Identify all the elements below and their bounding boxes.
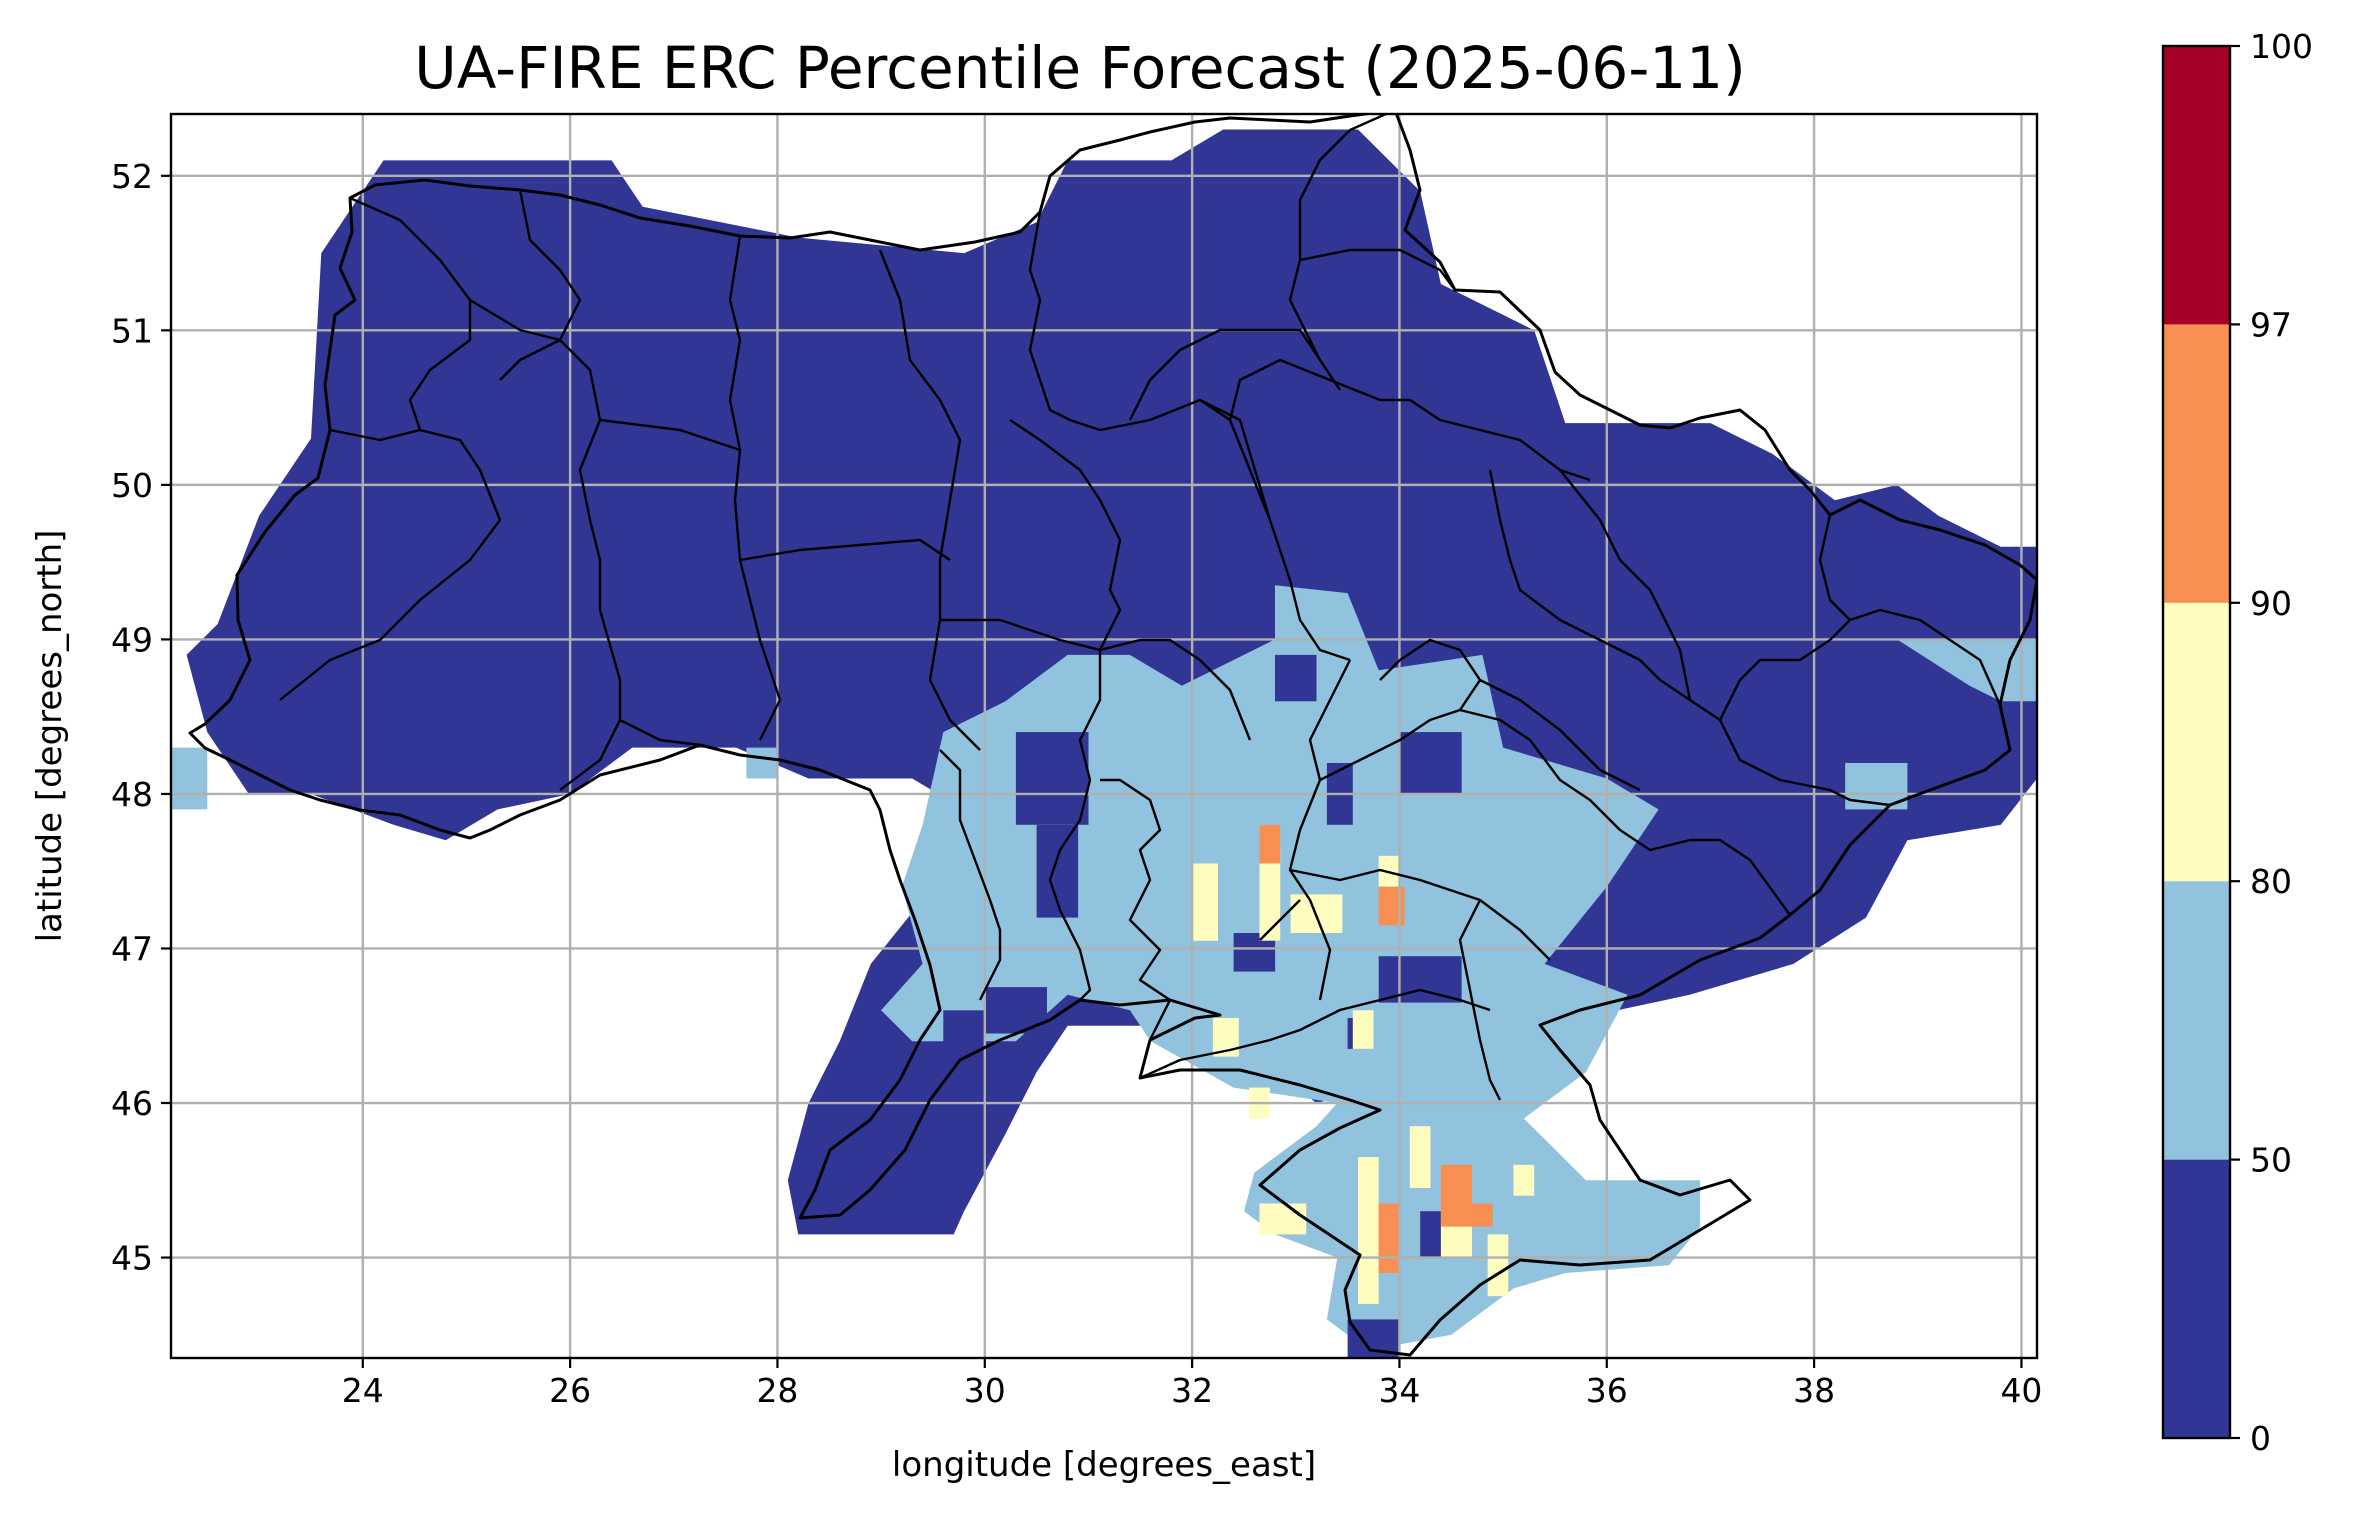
map-plot-area: 24 26 28 30 32 34 36 38 40 45 46 47 48 49 50 51 52	[111, 112, 2042, 1410]
colorbar-tick-label-80: 80	[2250, 862, 2292, 901]
erc-cell-below-50-3	[1378, 956, 1462, 1003]
y-axis-label: latitude [degrees_north]	[30, 530, 70, 943]
erc-cell-80-90-9	[1409, 1126, 1431, 1188]
ukraine-border	[188, 114, 2037, 1357]
x-axis-label: longitude [degrees_east]	[892, 1445, 1316, 1485]
erc-cell-90-97-2	[1440, 1164, 1472, 1227]
x-tick-label-30: 30	[964, 1371, 1006, 1410]
gridlines	[171, 114, 2037, 1358]
erc-cell-80-90-1	[1259, 848, 1281, 941]
x-tick-label-34: 34	[1378, 1371, 1420, 1410]
y-axis-ticks: 45 46 47 48 49 50 51 52	[111, 157, 171, 1278]
colorbar-segment-97-100	[2163, 46, 2230, 325]
x-axis-ticks: 24 26 28 30 32 34 36 38 40	[342, 1358, 2042, 1410]
oblast-boundaries	[279, 114, 2002, 1101]
erc-cell-below-50-2	[943, 1010, 985, 1073]
y-tick-label-48: 48	[111, 775, 153, 814]
erc-cell-below-50-9	[1015, 732, 1089, 825]
erc-cell-80-90-8	[1358, 1157, 1379, 1304]
y-tick-label-51: 51	[111, 311, 153, 350]
erc-cell-80-90-10	[1487, 1234, 1509, 1297]
colorbar-tick-label-100: 100	[2250, 27, 2313, 66]
colorbar-segment-80-90	[2163, 602, 2230, 882]
colorbar-tick-label-0: 0	[2250, 1419, 2271, 1458]
colorbar-tick-label-50: 50	[2250, 1141, 2292, 1180]
y-tick-label-45: 45	[111, 1239, 153, 1278]
plot-frame	[169, 112, 2039, 1360]
erc-cell-80-90-5	[1352, 1010, 1374, 1049]
chart-title: UA-FIRE ERC Percentile Forecast (2025-06…	[414, 34, 1745, 102]
colorbar-frame	[2161, 44, 2232, 1440]
erc-cell-80-90-11	[1513, 1164, 1535, 1196]
x-tick-label-26: 26	[549, 1371, 591, 1410]
colorbar-segment-90-97	[2163, 324, 2230, 603]
colorbar-tick-label-97: 97	[2250, 305, 2292, 344]
erc-cell-below-50-10	[1275, 654, 1317, 702]
erc-percentile-field	[171, 129, 2037, 1358]
erc-region-50-80-4	[746, 747, 778, 779]
erc-cell-below-50-8	[1399, 732, 1462, 794]
colorbar-ticks: 0 50 80 90 97 100	[2230, 27, 2313, 1458]
erc-cell-90-97-0	[1259, 824, 1281, 864]
erc-cell-80-90-0	[1192, 863, 1218, 941]
x-tick-label-32: 32	[1171, 1371, 1213, 1410]
colorbar-tick-label-90: 90	[2250, 584, 2292, 623]
erc-cell-90-97-4	[1378, 1203, 1400, 1273]
colorbar-segments	[2163, 46, 2230, 1438]
erc-region-50-80-1	[1897, 639, 2037, 702]
y-tick-label-49: 49	[111, 620, 153, 659]
x-tick-label-28: 28	[756, 1371, 798, 1410]
x-tick-label-38: 38	[1793, 1371, 1835, 1410]
y-tick-label-46: 46	[111, 1084, 153, 1123]
y-tick-label-50: 50	[111, 466, 153, 505]
y-tick-label-47: 47	[111, 929, 153, 968]
x-tick-label-24: 24	[342, 1371, 384, 1410]
colorbar: 0 50 80 90 97 100	[2161, 27, 2313, 1458]
colorbar-segment-0-50	[2163, 1159, 2230, 1438]
colorbar-segment-50-80	[2163, 881, 2230, 1160]
erc-cell-90-97-3	[1472, 1203, 1493, 1227]
erc-cell-80-90-7	[1259, 1203, 1307, 1235]
y-tick-label-52: 52	[111, 157, 153, 196]
erc-region-50-80-3	[171, 747, 208, 810]
x-tick-label-36: 36	[1586, 1371, 1628, 1410]
x-tick-label-40: 40	[2000, 1371, 2042, 1410]
country-and-oblast-borders	[188, 114, 2037, 1357]
erc-region-50-80-2	[1845, 763, 1908, 810]
crimea-northern-coast	[1139, 988, 1491, 1080]
erc-cell-90-97-1	[1378, 886, 1405, 926]
